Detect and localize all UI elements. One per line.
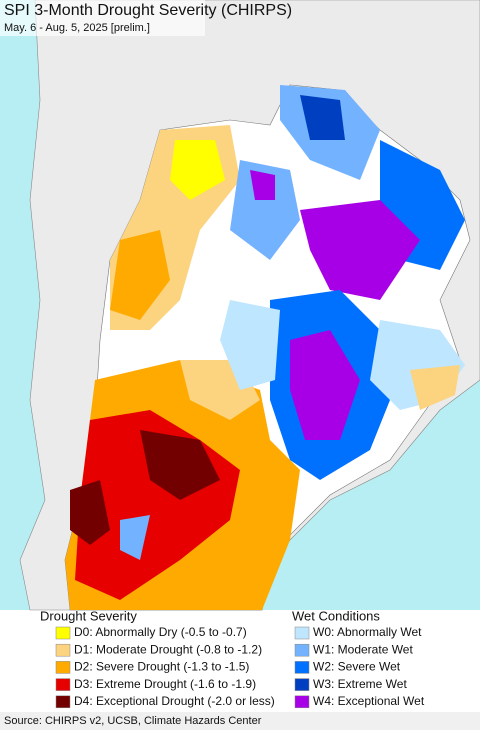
legend-swatch <box>294 626 310 640</box>
wet-area <box>290 330 360 440</box>
wet-area <box>300 95 345 140</box>
legend-label: W0: Abnormally Wet <box>313 625 422 639</box>
drought-area <box>70 480 110 545</box>
drought-area <box>140 430 220 500</box>
wet-area <box>230 160 300 260</box>
wet-area <box>250 170 275 200</box>
map <box>0 0 480 611</box>
subtitle: May. 6 - Aug. 5, 2025 [prelim.] <box>4 22 150 34</box>
legend-swatch <box>294 643 310 657</box>
legend-label: W4: Exceptional Wet <box>313 694 425 708</box>
legend-swatch <box>55 626 71 640</box>
legend-title: Wet Conditions <box>292 608 380 623</box>
wet-area <box>120 515 150 560</box>
title-backdrop <box>0 0 205 36</box>
drought-area <box>410 365 460 410</box>
legend-swatch <box>55 695 71 709</box>
legend-swatch <box>294 695 310 709</box>
source: Source: CHIRPS v2, UCSB, Climate Hazards… <box>4 715 262 727</box>
legend-swatch <box>55 661 71 674</box>
legend-swatch <box>294 678 310 691</box>
legend-label: D3: Extreme Drought (-1.6 to -1.9) <box>74 677 256 691</box>
legend-label: D4: Exceptional Drought (-2.0 or less) <box>74 694 275 708</box>
drought-area <box>170 140 225 200</box>
legend-title: Drought Severity <box>40 608 137 623</box>
legend: D0: Abnormally Dry (-0.5 to -0.7) D1: Mod… <box>55 625 425 709</box>
legend-swatch <box>55 643 71 657</box>
footer-band <box>0 712 480 730</box>
legend-label: D0: Abnormally Dry (-0.5 to -0.7) <box>74 625 247 639</box>
title: SPI 3-Month Drought Severity (CHIRPS) <box>4 2 292 19</box>
legend-swatch <box>55 678 71 691</box>
legend-label: W3: Extreme Wet <box>313 677 407 691</box>
wet-area <box>220 300 280 390</box>
legend-swatch <box>294 661 310 674</box>
wet-area <box>300 200 420 300</box>
drought-area <box>110 230 170 320</box>
drought-area <box>234 568 248 585</box>
legend-label: W2: Severe Wet <box>313 660 401 674</box>
legend-label: W1: Moderate Wet <box>313 642 413 656</box>
legend-label: D2: Severe Drought (-1.3 to -1.5) <box>74 660 249 674</box>
legend-label: D1: Moderate Drought (-0.8 to -1.2) <box>74 642 262 656</box>
